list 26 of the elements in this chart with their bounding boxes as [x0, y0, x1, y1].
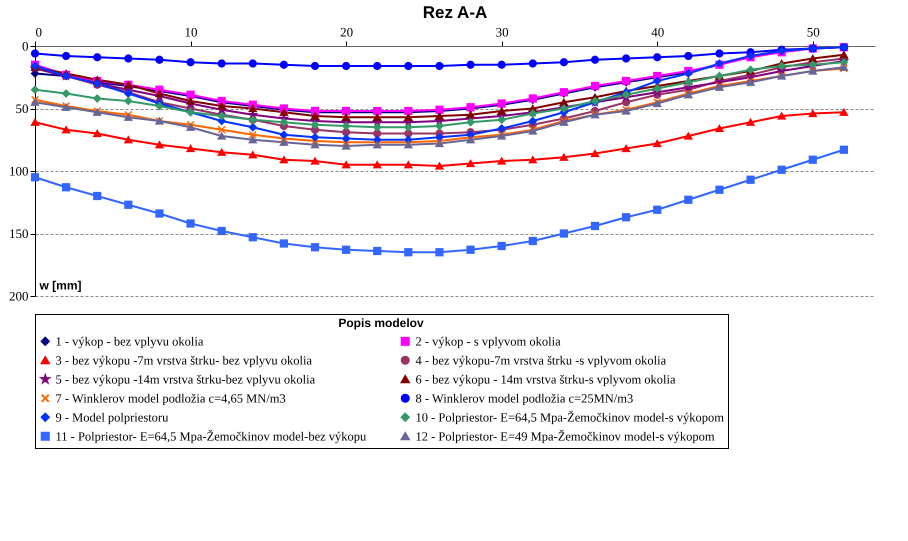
legend-label: 6 - bez výkopu - 14m vrstva štrku-s vplyvom okolia — [416, 372, 676, 386]
legend-label: 4 - bez výkopu-7m vrstva štrku -s vplyvom okolia — [416, 353, 667, 368]
y-tick-label: 50 — [16, 101, 28, 116]
x-tick-label: 20 — [340, 24, 354, 40]
legend-title: Popis modelov — [338, 316, 424, 330]
legend-label: 10 - Polpriestor- E=64,5 Mpa-Žemočkinov model-s výkopom — [416, 410, 724, 424]
y-tick-label: 100 — [9, 164, 28, 178]
legend-label: 8 - Winklerov model podložia c=25MN/m3 — [416, 391, 634, 406]
y-axis-title: w [mm] — [38, 278, 82, 292]
x-tick-label: 0 — [36, 24, 42, 40]
y-tick-label: 200 — [9, 288, 28, 304]
legend-label: 3 - bez výkopu -7m vrstva štrku- bez vplyvu okolia — [56, 353, 312, 368]
y-tick-label: 0 — [22, 38, 28, 54]
legend-label: 1 - výkop - bez vplyvu okolia — [56, 334, 204, 348]
legend-label: 9 - Model polpriestoru — [56, 410, 170, 424]
x-tick-label: 40 — [651, 24, 664, 40]
legend-label: 2 - výkop - s vplyvom okolia — [416, 334, 562, 348]
legend-label: 12 - Polpriestor- E=49 Mpa-Žemočkinov model-s výkopom — [416, 429, 715, 444]
x-tick-label: 10 — [184, 24, 198, 40]
legend-label: 7 - Winklerov model podložia c=4,65 MN/m3 — [56, 391, 286, 406]
legend-label: 11 - Polpriestor- E=64,5 Mpa-Žemočkinov model-bez výkopu — [56, 429, 368, 444]
y-tick-label: 150 — [9, 226, 28, 241]
x-tick-label: 30 — [496, 24, 509, 40]
legend-label: 5 - bez výkopu -14m vrstva štrku-bez vplyvu okolia — [56, 372, 316, 386]
chart-title: Rez A-A — [422, 3, 488, 22]
x-tick-label: 50 — [806, 24, 820, 40]
